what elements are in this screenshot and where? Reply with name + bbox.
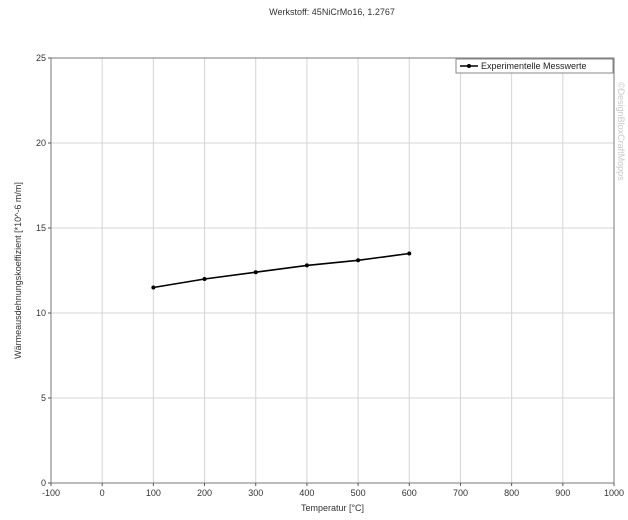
x-axis-label: Temperatur [°C]	[301, 503, 364, 513]
data-point	[253, 270, 258, 275]
plot-area-frame	[50, 57, 615, 484]
series-experimentelle-messwerte	[151, 251, 412, 290]
x-tick-label: 800	[504, 488, 519, 498]
x-tick-label: 100	[146, 488, 161, 498]
chart-title: Werkstoff: 45NiCrMo16, 1.2767	[269, 7, 395, 17]
data-point	[356, 258, 361, 263]
x-tick-label: 700	[453, 488, 468, 498]
grid	[50, 57, 615, 484]
x-axis: -100 0 100 200 300 400 500 600 700 800 900 1000	[42, 483, 624, 498]
x-tick-label: 500	[351, 488, 366, 498]
x-tick-label: -100	[42, 488, 60, 498]
series-line	[153, 252, 410, 289]
y-tick-label: 15	[36, 223, 46, 233]
x-tick-label: 1000	[604, 488, 624, 498]
data-point	[202, 277, 207, 281]
x-tick-label: 600	[402, 488, 417, 498]
y-tick-label: 25	[36, 53, 46, 63]
legend-label: Experimentelle Messwerte	[481, 61, 587, 71]
y-axis-label: Wärmeausdehnungskoeffizient [*10^-6 m/m]	[13, 182, 23, 359]
data-point	[304, 263, 309, 268]
x-tick-label: 0	[100, 488, 105, 498]
y-tick-label: 20	[36, 138, 46, 148]
y-axis: 0 5 10 15 20 25	[36, 53, 51, 488]
legend-marker	[467, 64, 471, 68]
y-tick-label: 0	[41, 478, 46, 488]
data-point	[407, 251, 412, 256]
legend: Experimentelle Messwerte	[455, 58, 614, 74]
x-tick-label: 300	[248, 488, 263, 498]
watermark-text: ©DesignBloxCraftMopps	[616, 82, 626, 181]
y-tick-label: 10	[36, 308, 46, 318]
y-tick-label: 5	[41, 393, 46, 403]
data-point	[151, 285, 156, 290]
x-tick-label: 900	[555, 488, 570, 498]
legend-box	[455, 58, 614, 74]
x-tick-label: 200	[197, 488, 212, 498]
x-tick-label: 400	[299, 488, 314, 498]
